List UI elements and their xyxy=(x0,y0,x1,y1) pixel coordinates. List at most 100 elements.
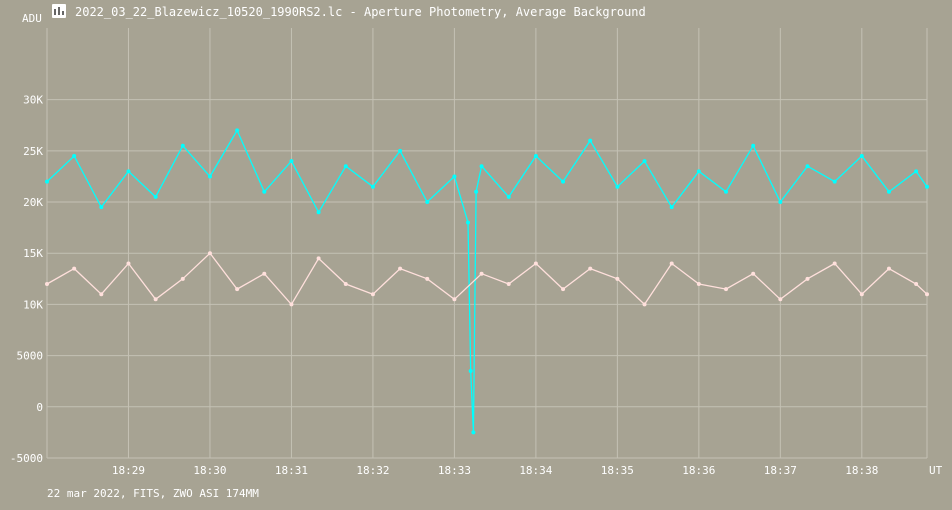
series-2-point xyxy=(886,266,891,271)
series-1-point xyxy=(471,430,476,435)
series-1-point xyxy=(561,179,566,184)
series-2-point xyxy=(425,276,430,281)
series-2-point xyxy=(561,287,566,292)
x-axis-unit: UT xyxy=(929,464,943,477)
series-2-point xyxy=(805,276,810,281)
y-axis: -5000 0 5000 10K 15K 20K 25K 30K xyxy=(10,94,43,465)
series-2-point xyxy=(452,297,457,302)
y-tick-label: 25K xyxy=(23,145,43,158)
series-1-point xyxy=(468,368,473,373)
series-1-point xyxy=(316,210,321,215)
y-tick-label: 10K xyxy=(23,298,43,311)
series-2-point xyxy=(479,271,484,276)
series-2-point xyxy=(751,271,756,276)
series-2-point xyxy=(289,302,294,307)
series-line-2 xyxy=(46,252,928,306)
series-line-1 xyxy=(46,128,928,433)
x-tick-label: 18:32 xyxy=(356,464,389,477)
series-1-point xyxy=(207,174,212,179)
series-2-point xyxy=(126,261,131,266)
series-1-point xyxy=(99,205,104,210)
series-2-point xyxy=(343,281,348,286)
x-tick-label: 18:37 xyxy=(764,464,797,477)
series-1-point xyxy=(452,174,457,179)
series-1-point xyxy=(289,159,294,164)
series-1-point xyxy=(235,128,240,133)
x-tick-label: 18:36 xyxy=(682,464,715,477)
x-tick-label: 18:30 xyxy=(193,464,226,477)
series-1-point xyxy=(343,164,348,169)
series-1-point xyxy=(925,184,929,189)
y-tick-label: -5000 xyxy=(10,452,43,465)
series-2-point xyxy=(207,251,212,256)
y-tick-label: 30K xyxy=(23,94,43,107)
series-2-point xyxy=(45,281,49,286)
series-1-point xyxy=(479,164,484,169)
window-title: 2022_03_22_Blazewicz_10520_1990RS2.lc - … xyxy=(75,5,646,19)
x-tick-label: 18:34 xyxy=(519,464,552,477)
y-tick-label: 20K xyxy=(23,196,43,209)
series-2-point xyxy=(669,261,674,266)
series-2-point xyxy=(370,292,375,297)
x-tick-label: 18:38 xyxy=(845,464,878,477)
series-2-point xyxy=(235,287,240,292)
series-2-point xyxy=(99,292,104,297)
series-1-point xyxy=(696,169,701,174)
series-1-point xyxy=(669,205,674,210)
series-1-point xyxy=(805,164,810,169)
series-1-point xyxy=(370,184,375,189)
series-2-point xyxy=(696,281,701,286)
series-1-point xyxy=(474,189,479,194)
y-axis-label: ADU xyxy=(22,12,42,25)
series-1-point xyxy=(724,189,729,194)
series-2-point xyxy=(778,297,783,302)
footer-info: 22 mar 2022, FITS, ZWO ASI 174MM xyxy=(47,487,259,500)
series-1-point xyxy=(642,159,647,164)
series-1-point xyxy=(45,179,49,184)
series-1-point xyxy=(914,169,919,174)
series-2-point xyxy=(642,302,647,307)
series-2-point xyxy=(72,266,77,271)
series-2-point xyxy=(262,271,267,276)
series-1-point xyxy=(425,200,430,205)
series-1-point xyxy=(72,153,77,158)
series-1-point xyxy=(751,143,756,148)
series-1-point xyxy=(180,143,185,148)
x-tick-label: 18:35 xyxy=(601,464,634,477)
x-axis: 18:29 18:30 18:31 18:32 18:33 18:34 18:35 18:36… xyxy=(112,464,878,477)
series-1-point xyxy=(778,200,783,205)
series-2-point xyxy=(506,281,511,286)
series-1-point xyxy=(506,194,511,199)
x-tick-label: 18:33 xyxy=(438,464,471,477)
series-2-point xyxy=(180,276,185,281)
series-1-point xyxy=(615,184,620,189)
y-tick-label: 15K xyxy=(23,247,43,260)
series-1-point xyxy=(398,148,403,153)
series-layer xyxy=(45,128,929,435)
series-2-point xyxy=(832,261,837,266)
series-1-point xyxy=(533,153,538,158)
series-1-point xyxy=(832,179,837,184)
series-1-point xyxy=(859,153,864,158)
x-tick-label: 18:29 xyxy=(112,464,145,477)
app-chart-icon[interactable] xyxy=(52,4,66,18)
series-2-point xyxy=(615,276,620,281)
series-1-point xyxy=(886,189,891,194)
y-tick-label: 5000 xyxy=(17,350,44,363)
y-tick-label: 0 xyxy=(36,401,43,414)
series-1-point xyxy=(262,189,267,194)
grid xyxy=(46,28,928,459)
series-1-point xyxy=(588,138,593,143)
series-2-point xyxy=(533,261,538,266)
series-2-point xyxy=(153,297,158,302)
series-1-point xyxy=(153,194,158,199)
series-1-point xyxy=(126,169,131,174)
series-1-point xyxy=(465,220,470,225)
series-2-point xyxy=(914,281,919,286)
series-2-point xyxy=(316,256,321,261)
series-2-point xyxy=(398,266,403,271)
series-2-point xyxy=(588,266,593,271)
series-2-point xyxy=(859,292,864,297)
series-2-point xyxy=(925,292,929,297)
